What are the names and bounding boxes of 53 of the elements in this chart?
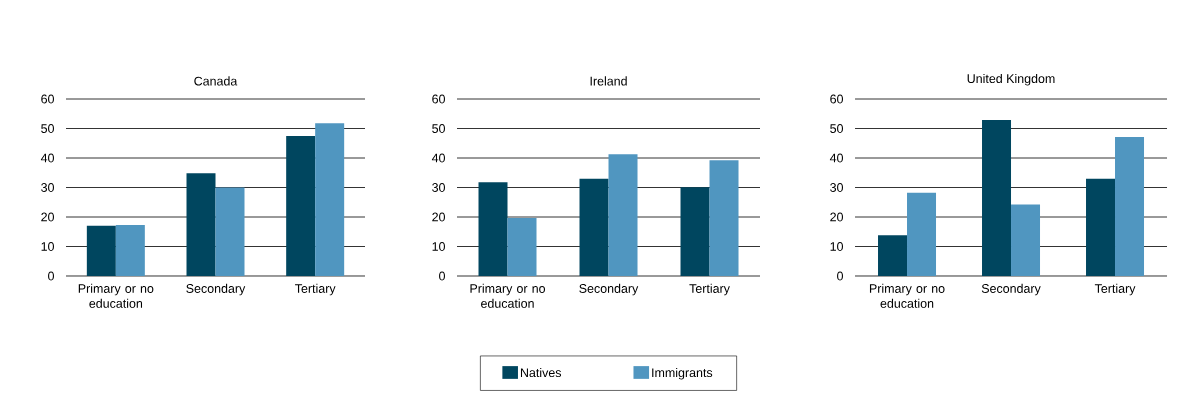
y-tick-label: 30: [41, 183, 54, 192]
x-tick-label: Tertiary: [689, 283, 730, 296]
y-tick-label: 40: [431, 153, 445, 163]
y-tick-label: 30: [432, 183, 445, 192]
y-tick-label: 10: [41, 242, 54, 251]
bar: [86, 225, 116, 276]
bar: [315, 123, 345, 276]
bar: [478, 182, 508, 276]
y-tick-label: 50: [830, 124, 843, 133]
bar: [286, 135, 316, 276]
bar: [1115, 137, 1145, 276]
legend-label: Immigrants: [652, 367, 713, 380]
y-tick-label: 0: [837, 271, 844, 281]
bar: [1086, 178, 1116, 276]
y-tick-label: 50: [432, 124, 445, 133]
y-tick-label: 40: [829, 153, 843, 163]
y-tick-label: 40: [40, 153, 54, 163]
bar: [878, 235, 908, 276]
bar: [507, 217, 537, 276]
x-tick-label: Primary or no education: [470, 283, 546, 308]
bar: [709, 160, 739, 276]
x-tick-label: Tertiary: [1094, 283, 1136, 296]
bar: [186, 173, 216, 276]
bar: [608, 154, 638, 276]
y-tick-label: 60: [432, 94, 445, 104]
y-tick-label: 50: [41, 124, 54, 133]
x-tick-label: Secondary: [186, 283, 246, 296]
y-tick-label: 30: [830, 183, 843, 192]
bar: [982, 119, 1012, 276]
y-tick-label: 0: [48, 271, 54, 281]
legend-label: Natives: [520, 367, 562, 378]
bar: [579, 178, 609, 276]
chart-title: Ireland: [590, 76, 627, 86]
x-tick-label: Primary or no education: [869, 283, 945, 308]
y-tick-label: 10: [830, 242, 843, 251]
bar: [907, 192, 937, 276]
chart-title: Canada: [194, 76, 238, 86]
y-tick-label: 0: [439, 271, 445, 281]
y-tick-label: 10: [432, 242, 445, 251]
bar: [680, 187, 710, 276]
chart-title: United Kingdom: [967, 73, 1055, 86]
y-tick-label: 60: [41, 94, 54, 104]
bar: [215, 187, 245, 276]
y-tick-label: 20: [432, 212, 445, 222]
bar: [1011, 204, 1041, 276]
x-tick-label: Primary or no education: [78, 283, 154, 308]
x-tick-label: Secondary: [981, 283, 1041, 296]
y-tick-label: 20: [830, 212, 843, 222]
x-tick-label: Tertiary: [295, 283, 336, 296]
bar: [115, 224, 145, 276]
x-tick-label: Secondary: [579, 283, 639, 296]
y-tick-label: 60: [830, 94, 843, 104]
y-tick-label: 20: [41, 212, 54, 222]
